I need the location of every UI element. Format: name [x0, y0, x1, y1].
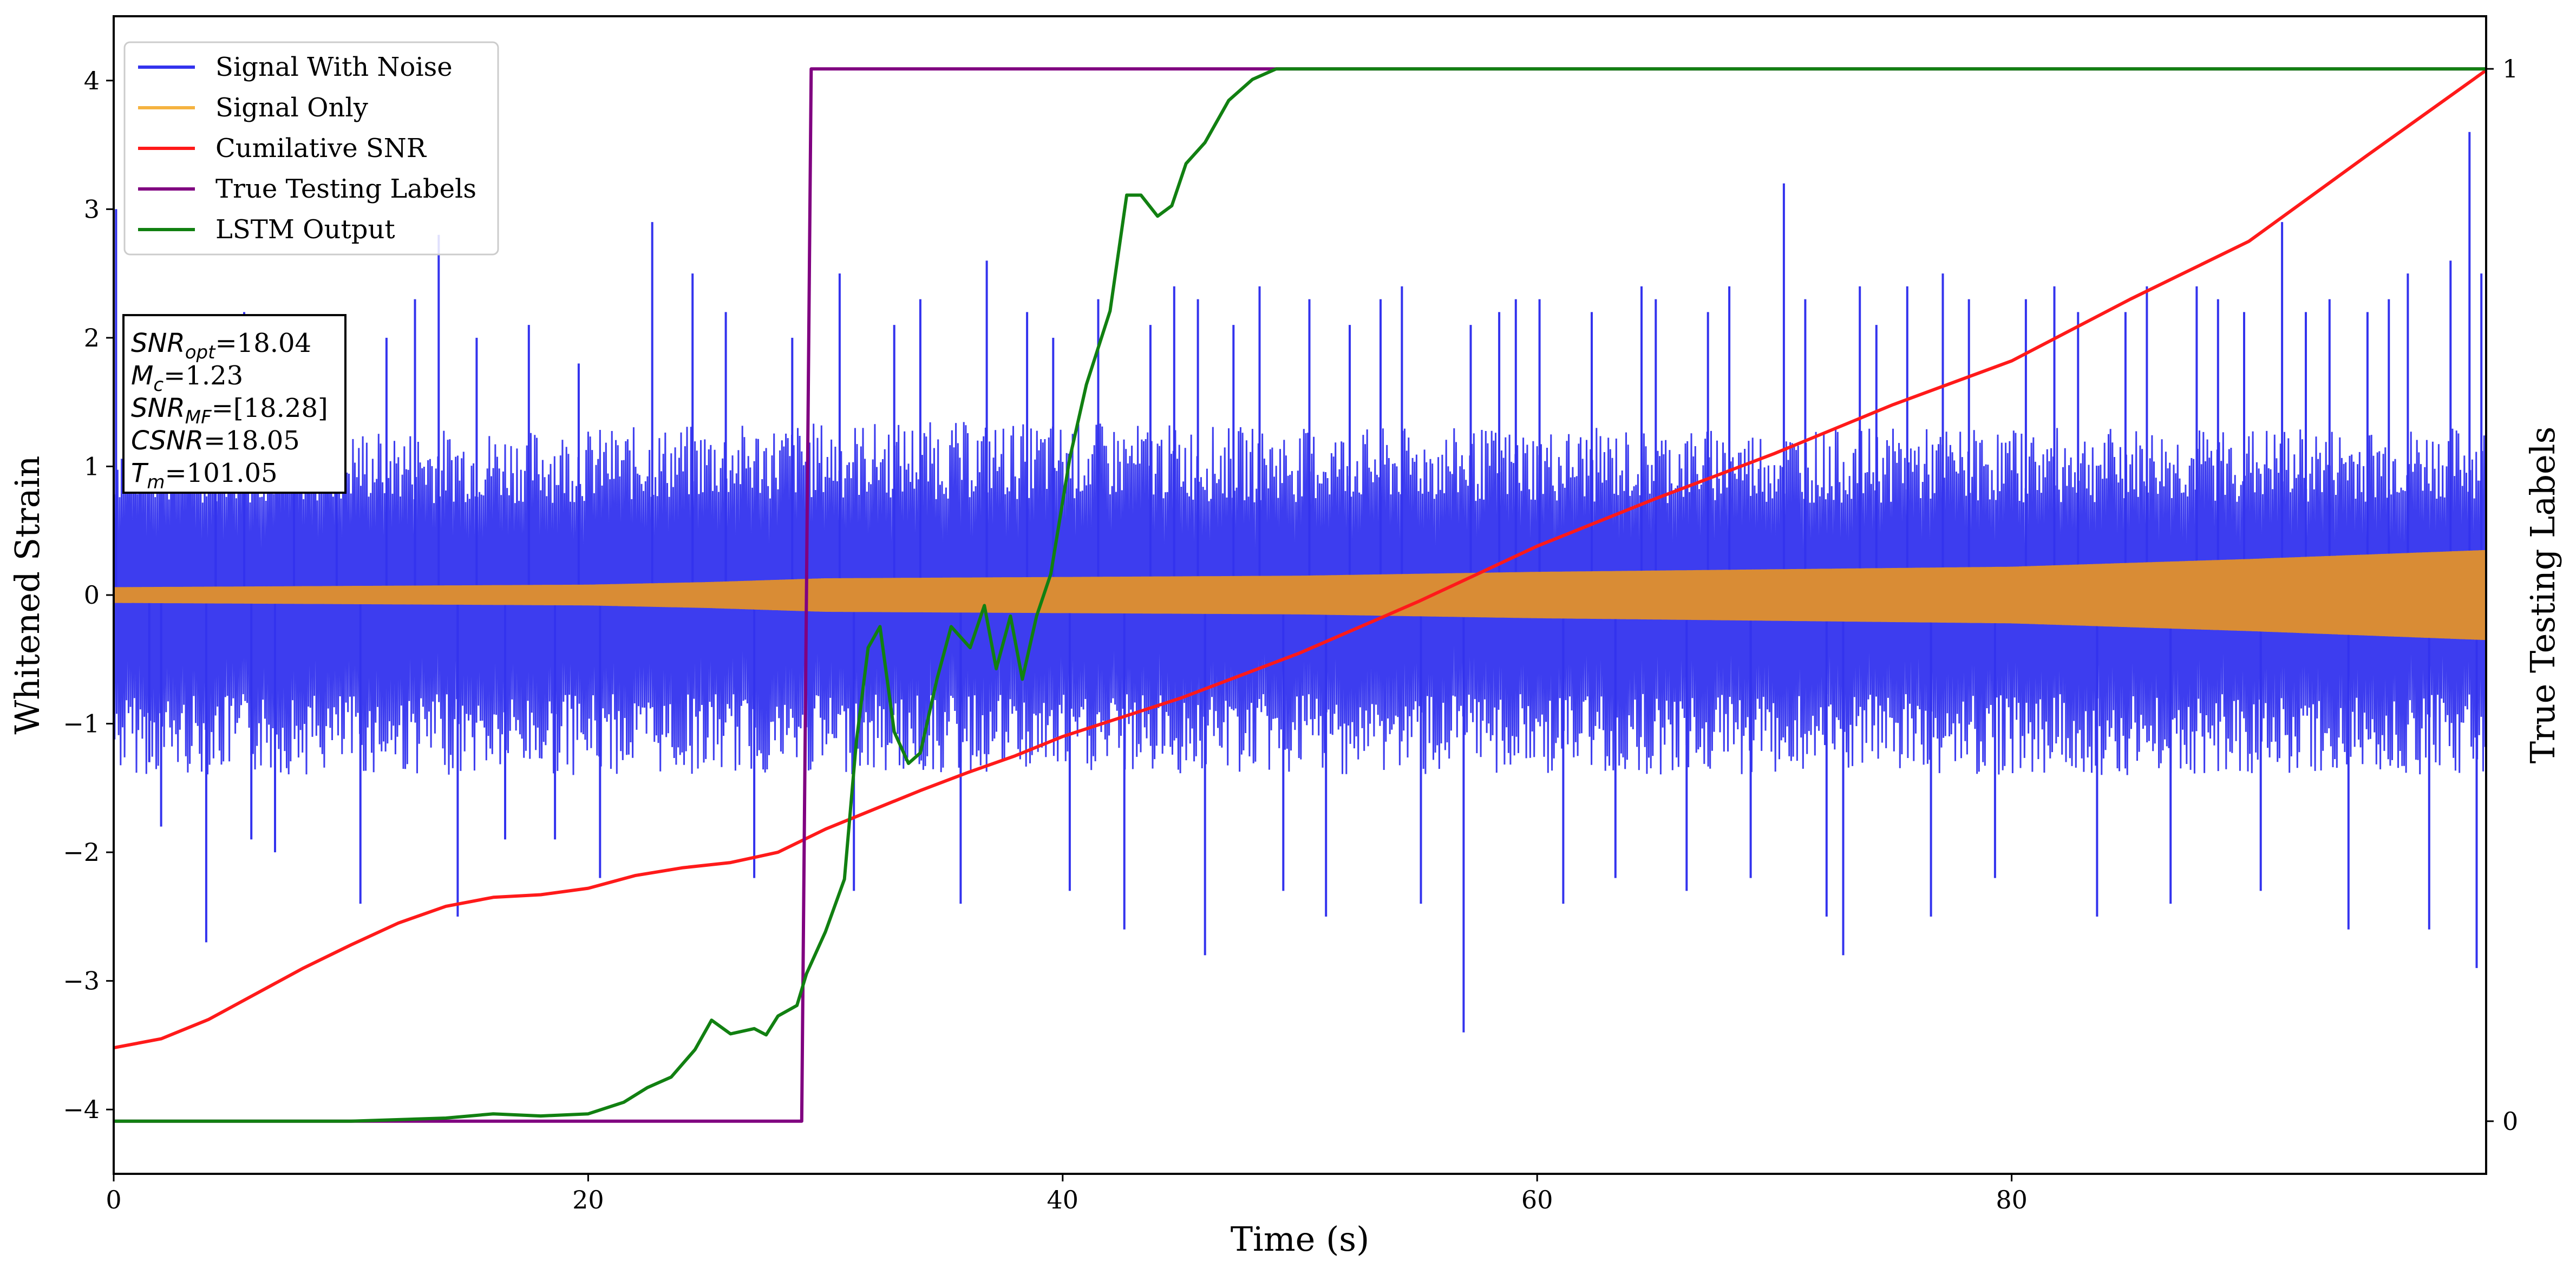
lstm-output-series-line	[114, 67, 2486, 1123]
y-tick-label: 0	[84, 580, 100, 610]
legend-label: LSTM Output	[215, 214, 395, 245]
stats-line: Tm=101.05	[131, 458, 278, 493]
y-axis-label: Whitened Strain	[8, 456, 47, 735]
y2-tick-label: 0	[2502, 1107, 2518, 1136]
cumulative-snr-series-line	[114, 69, 2486, 1050]
x-axis-label: Time (s)	[1231, 1219, 1370, 1259]
x-tick-label: 60	[1521, 1185, 1553, 1214]
y-tick-label: −4	[63, 1095, 100, 1124]
x-tick-label: 40	[1047, 1185, 1079, 1214]
y2-tick-label: 1	[2502, 54, 2518, 83]
legend-box	[123, 41, 499, 256]
stats-box: SNRopt=18.04Mc=1.23SNRMF=[18.28]CSNR=18.…	[122, 314, 346, 494]
stats-line: Mc=1.23	[131, 361, 243, 396]
noise-series-line	[114, 422, 2486, 775]
legend: Signal With Noise Signal Only Cumilative S…	[123, 41, 499, 256]
legend-label: Signal Only	[215, 93, 368, 123]
stats-line: SNRMF=[18.28]	[131, 393, 328, 428]
legend-label: Signal With Noise	[215, 52, 453, 82]
y-tick-label: −1	[63, 709, 100, 739]
y-tick-label: 1	[84, 452, 100, 481]
x-tick-label: 80	[1996, 1185, 2028, 1214]
signal-only-series-line	[114, 550, 2486, 641]
y-tick-label: −3	[63, 966, 100, 996]
y-tick-label: 2	[84, 323, 100, 352]
stats-line: CSNR=18.05	[131, 426, 300, 456]
x-tick-label: 20	[572, 1185, 604, 1214]
x-tick-label: 0	[106, 1185, 121, 1214]
y-tick-label: 4	[84, 66, 100, 95]
y-tick-label: 3	[84, 194, 100, 224]
legend-label: True Testing Labels	[215, 174, 476, 204]
stats-line: SNRopt=18.04	[131, 328, 311, 363]
plot-area	[114, 67, 2486, 1123]
y2-axis-label: True Testing Labels	[2523, 427, 2562, 764]
legend-label: Cumilative SNR	[215, 133, 427, 164]
stats-box-frame	[122, 314, 346, 494]
y-tick-label: −2	[63, 838, 100, 867]
